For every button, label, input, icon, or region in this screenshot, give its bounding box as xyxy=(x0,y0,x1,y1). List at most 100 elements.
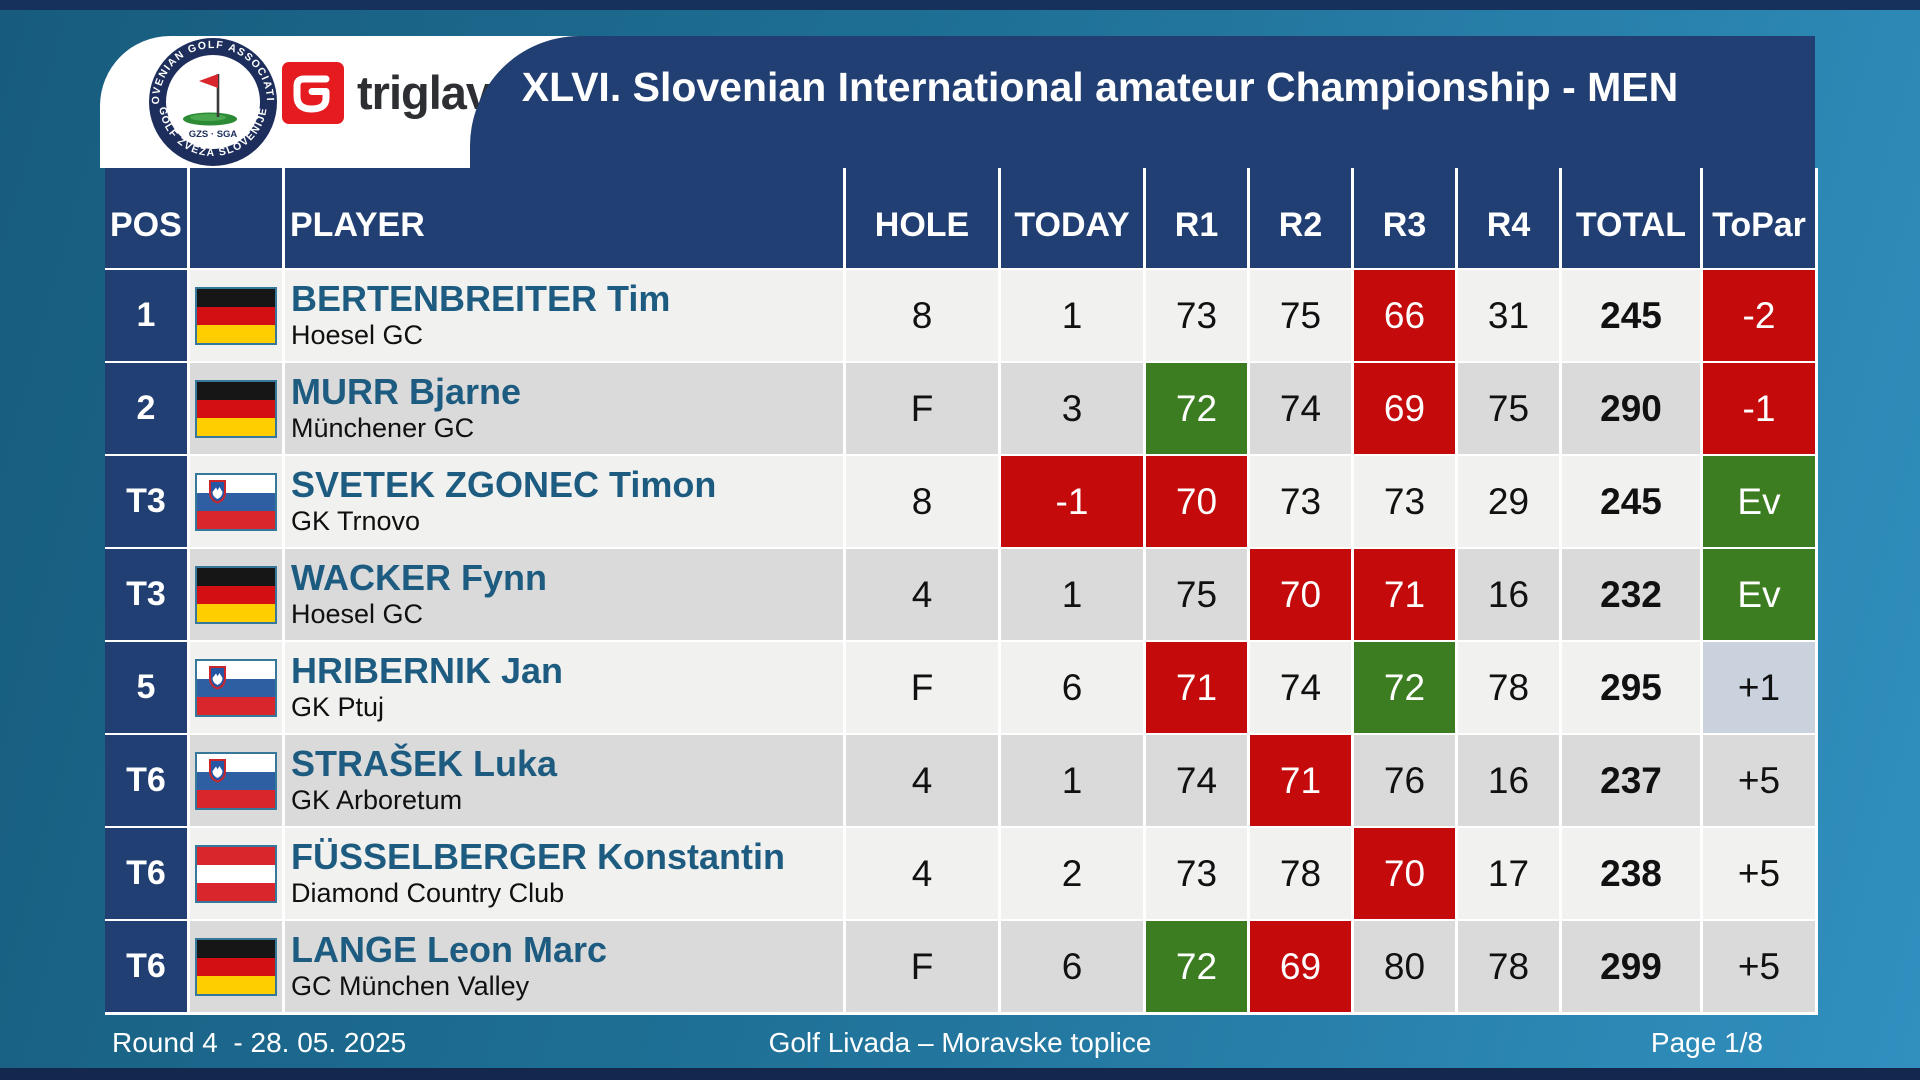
column-header-flag xyxy=(190,168,282,268)
score-cell-hole: F xyxy=(846,921,998,1012)
score-cell-r4: 78 xyxy=(1458,921,1559,1012)
position-cell: T3 xyxy=(105,549,187,640)
player-cell: LANGE Leon Marc GC München Valley xyxy=(285,921,843,1012)
score-cell-today: 2 xyxy=(1001,828,1143,919)
player-cell: STRAŠEK Luka GK Arboretum xyxy=(285,735,843,826)
player-name: MURR Bjarne xyxy=(291,371,522,413)
score-cell-total: 290 xyxy=(1562,363,1700,454)
triglav-emblem-icon xyxy=(282,62,344,124)
score-cell-total: 245 xyxy=(1562,270,1700,361)
score-cell-r2: 74 xyxy=(1250,363,1351,454)
player-club: GK Arboretum xyxy=(291,784,463,815)
top-border-strip xyxy=(0,0,1920,10)
score-cell-r4: 75 xyxy=(1458,363,1559,454)
flag-cell xyxy=(190,921,282,1012)
score-cell-total: 299 xyxy=(1562,921,1700,1012)
score-cell-r4: 16 xyxy=(1458,735,1559,826)
column-header-r4: R4 xyxy=(1458,168,1559,268)
score-cell-r2: 78 xyxy=(1250,828,1351,919)
column-header-today: TODAY xyxy=(1001,168,1143,268)
score-cell-r2: 73 xyxy=(1250,456,1351,547)
score-cell-topar: -1 xyxy=(1703,363,1815,454)
player-club: GK Trnovo xyxy=(291,505,421,536)
score-cell-r1: 73 xyxy=(1146,270,1247,361)
column-header-r2: R2 xyxy=(1250,168,1351,268)
column-header-topar: ToPar xyxy=(1703,168,1815,268)
score-cell-r4: 31 xyxy=(1458,270,1559,361)
column-header-pos: POS xyxy=(105,168,187,268)
score-cell-r4: 29 xyxy=(1458,456,1559,547)
score-cell-hole: 4 xyxy=(846,549,998,640)
score-cell-today: -1 xyxy=(1001,456,1143,547)
score-cell-r1: 70 xyxy=(1146,456,1247,547)
score-cell-r4: 78 xyxy=(1458,642,1559,733)
score-cell-today: 1 xyxy=(1001,735,1143,826)
score-cell-r1: 73 xyxy=(1146,828,1247,919)
position-cell: T6 xyxy=(105,921,187,1012)
player-name: WACKER Fynn xyxy=(291,557,547,599)
footer-round-date: Round 4 - 28. 05. 2025 xyxy=(112,1027,407,1058)
flag-si-icon xyxy=(195,751,277,810)
score-cell-hole: F xyxy=(846,642,998,733)
score-cell-r4: 17 xyxy=(1458,828,1559,919)
score-cell-total: 238 xyxy=(1562,828,1700,919)
flag-de-icon xyxy=(195,379,277,438)
triglav-logo: triglav xyxy=(282,62,492,124)
sga-center-text: GZS · SGA xyxy=(189,129,238,140)
footer: Round 4 - 28. 05. 2025 Golf Livada – Mor… xyxy=(0,1018,1920,1068)
score-cell-topar: Ev xyxy=(1703,456,1815,547)
player-cell: MURR Bjarne Münchener GC xyxy=(285,363,843,454)
player-name: LANGE Leon Marc xyxy=(291,929,608,971)
score-cell-today: 3 xyxy=(1001,363,1143,454)
score-cell-r1: 71 xyxy=(1146,642,1247,733)
leaderboard-table: POS PLAYER HOLE TODAY R1 R2 R3 R4 TOTAL ToPar 1 BER… xyxy=(105,168,1818,1015)
flag-si-icon xyxy=(195,472,277,531)
score-cell-total: 245 xyxy=(1562,456,1700,547)
score-cell-topar: +5 xyxy=(1703,735,1815,826)
score-cell-r2: 70 xyxy=(1250,549,1351,640)
score-cell-hole: 8 xyxy=(846,456,998,547)
flag-cell xyxy=(190,549,282,640)
score-cell-r2: 75 xyxy=(1250,270,1351,361)
score-cell-topar: +5 xyxy=(1703,921,1815,1012)
player-cell: SVETEK ZGONEC Timon GK Trnovo xyxy=(285,456,843,547)
score-cell-r2: 69 xyxy=(1250,921,1351,1012)
bottom-border-strip xyxy=(0,1068,1920,1080)
player-name: BERTENBREITER Tim xyxy=(291,278,671,320)
score-cell-r3: 80 xyxy=(1354,921,1455,1012)
score-cell-r1: 75 xyxy=(1146,549,1247,640)
score-cell-r3: 76 xyxy=(1354,735,1455,826)
player-cell: BERTENBREITER Tim Hoesel GC xyxy=(285,270,843,361)
flag-cell xyxy=(190,828,282,919)
score-cell-topar: Ev xyxy=(1703,549,1815,640)
position-cell: 2 xyxy=(105,363,187,454)
player-club: GC München Valley xyxy=(291,970,530,1001)
flag-cell xyxy=(190,456,282,547)
player-club: Diamond Country Club xyxy=(291,877,565,908)
score-cell-r3: 69 xyxy=(1354,363,1455,454)
position-cell: T6 xyxy=(105,735,187,826)
score-cell-hole: 4 xyxy=(846,735,998,826)
column-header-hole: HOLE xyxy=(846,168,998,268)
player-name: FÜSSELBERGER Konstantin xyxy=(291,836,786,878)
flag-de-icon xyxy=(195,286,277,345)
footer-page-number: Page 1/8 xyxy=(1650,1027,1763,1058)
title-bar: XLVI. Slovenian International amateur Ch… xyxy=(470,36,1815,168)
footer-venue: Golf Livada – Moravske toplice xyxy=(768,1027,1152,1058)
flag-si-icon xyxy=(195,658,277,717)
triglav-wordmark: triglav xyxy=(357,66,492,119)
score-cell-r3: 73 xyxy=(1354,456,1455,547)
flag-cell xyxy=(190,270,282,361)
score-cell-r3: 71 xyxy=(1354,549,1455,640)
score-cell-hole: 8 xyxy=(846,270,998,361)
score-cell-r1: 74 xyxy=(1146,735,1247,826)
position-cell: T3 xyxy=(105,456,187,547)
column-header-player: PLAYER xyxy=(285,168,843,268)
score-cell-topar: -2 xyxy=(1703,270,1815,361)
score-cell-total: 237 xyxy=(1562,735,1700,826)
player-club: GK Ptuj xyxy=(291,691,385,722)
position-cell: 5 xyxy=(105,642,187,733)
player-name: SVETEK ZGONEC Timon xyxy=(291,464,717,506)
player-cell: WACKER Fynn Hoesel GC xyxy=(285,549,843,640)
score-cell-r3: 72 xyxy=(1354,642,1455,733)
